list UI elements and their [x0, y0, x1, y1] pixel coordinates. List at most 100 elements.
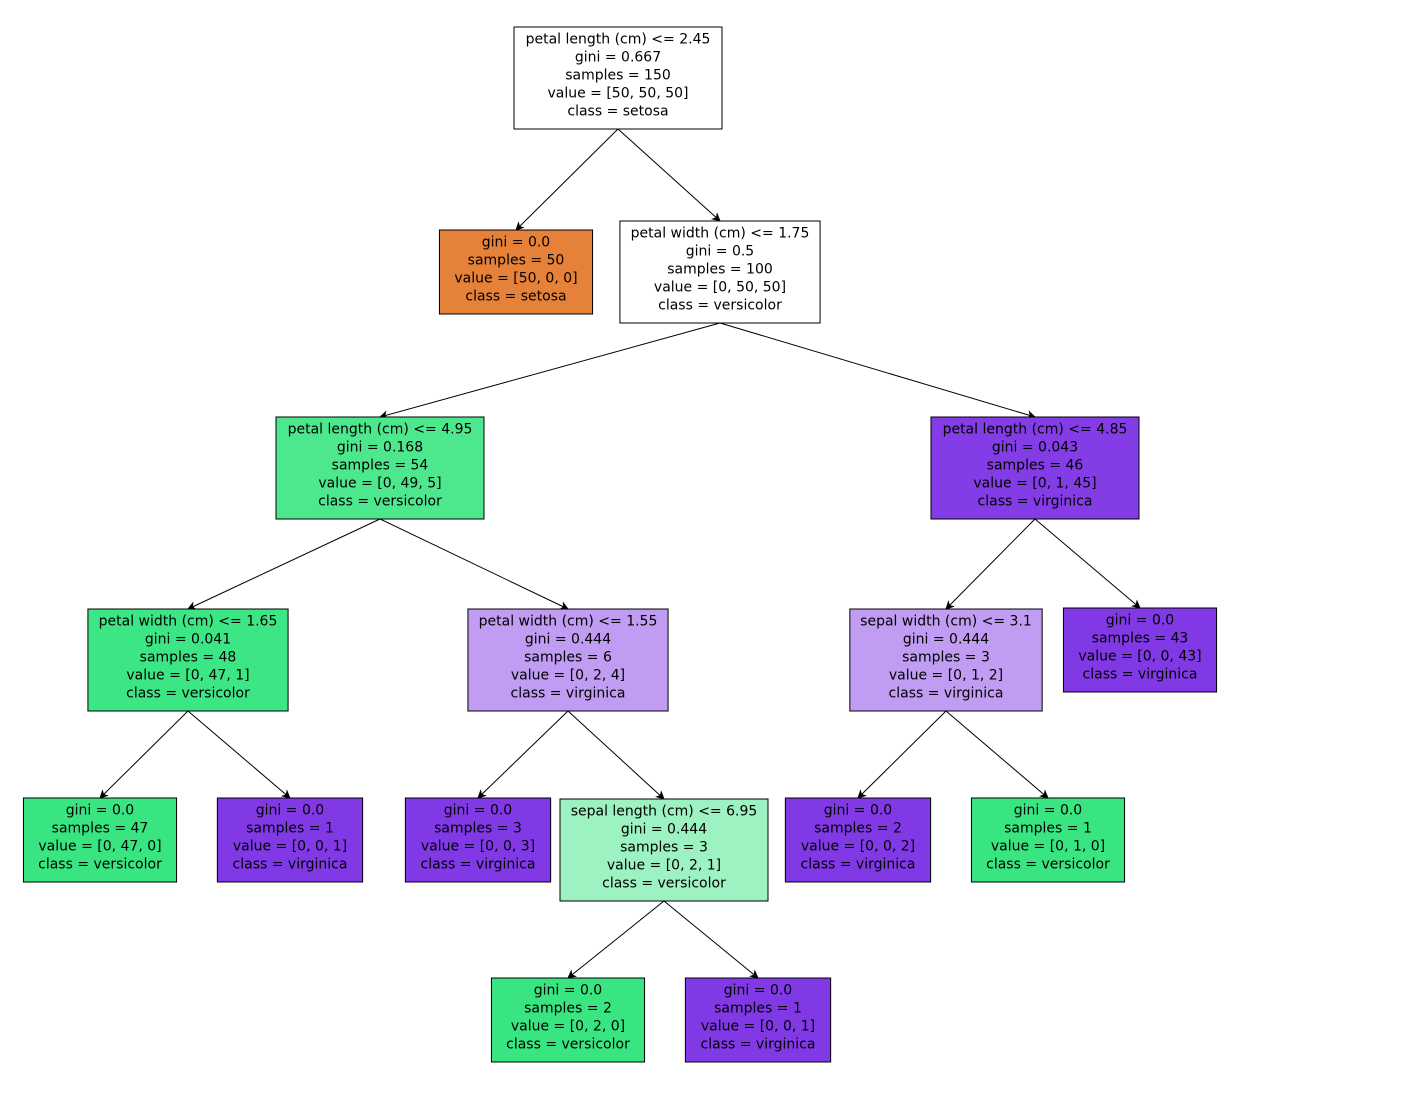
tree-node: gini = 0.0 samples = 50 value = [50, 0, 0]… — [439, 230, 592, 314]
tree-node-line: gini = 0.444 — [903, 632, 989, 648]
tree-node-line: class = versicolor — [506, 1037, 630, 1053]
tree-node-line: value = [0, 2, 0] — [511, 1019, 625, 1035]
tree-edge — [858, 711, 946, 798]
tree-node-line: gini = 0.0 — [824, 803, 892, 819]
tree-node-line: class = versicolor — [126, 686, 250, 702]
tree-node-line: gini = 0.0 — [444, 803, 512, 819]
tree-node-line: gini = 0.043 — [992, 440, 1078, 456]
tree-node-line: gini = 0.444 — [621, 822, 707, 838]
tree-node-line: class = virginica — [701, 1037, 816, 1053]
tree-node-line: class = virginica — [233, 857, 348, 873]
tree-edge — [720, 323, 1035, 417]
tree-node-line: samples = 1 — [714, 1001, 802, 1017]
tree-node-line: class = setosa — [465, 289, 566, 305]
tree-node-line: value = [50, 0, 0] — [454, 271, 577, 287]
tree-node: petal length (cm) <= 4.85 gini = 0.043 sam… — [931, 417, 1139, 519]
tree-edge — [568, 901, 664, 978]
tree-node-line: gini = 0.5 — [686, 244, 754, 260]
tree-node-line: samples = 54 — [332, 458, 429, 474]
tree-node-line: value = [0, 0, 1] — [701, 1019, 815, 1035]
tree-edge — [1035, 519, 1140, 608]
tree-node: gini = 0.0 samples = 1 value = [0, 1, 0] cl… — [971, 798, 1124, 882]
tree-node-line: samples = 2 — [814, 821, 902, 837]
tree-node-line: samples = 3 — [620, 840, 708, 856]
tree-node-line: samples = 47 — [52, 821, 149, 837]
tree-node: petal width (cm) <= 1.75 gini = 0.5 sample… — [620, 221, 820, 323]
tree-node: gini = 0.0 samples = 2 value = [0, 2, 0] cl… — [491, 978, 644, 1062]
tree-node-line: samples = 43 — [1092, 631, 1189, 647]
tree-node-line: class = versicolor — [318, 494, 442, 510]
tree-node-line: class = versicolor — [658, 298, 782, 314]
tree-node-line: petal length (cm) <= 4.85 — [943, 422, 1128, 438]
tree-node: petal width (cm) <= 1.65gini = 0.041samp… — [88, 609, 288, 711]
tree-node-line: class = virginica — [421, 857, 536, 873]
tree-node-line: petal length (cm) <= 2.45 — [526, 32, 711, 48]
nodes-layer: petal length (cm) <= 2.45 gini = 0.667 sam… — [23, 27, 1216, 1062]
tree-node-line: samples = 3 — [434, 821, 522, 837]
tree-node-line: value = [0, 0, 1] — [233, 839, 347, 855]
tree-node-line: value = [0, 1, 45] — [973, 476, 1096, 492]
tree-node-line: petal width (cm) <= 1.55 — [479, 614, 658, 630]
tree-node-line: samples = 3 — [902, 650, 990, 666]
tree-node: gini = 0.0samples = 43value = [0, 0, 43]… — [1063, 608, 1216, 692]
tree-edge — [946, 711, 1048, 798]
tree-node-line: samples = 100 — [667, 262, 773, 278]
tree-node-line: value = [0, 47, 0] — [38, 839, 161, 855]
tree-edge — [478, 711, 568, 798]
tree-node-line: class = virginica — [511, 686, 626, 702]
tree-node-line: sepal width (cm) <= 3.1 — [860, 614, 1032, 630]
tree-node-line: petal width (cm) <= 1.75 — [631, 226, 810, 242]
tree-node: gini = 0.0samples = 1value = [0, 0, 1]cl… — [685, 978, 830, 1062]
tree-node: sepal length (cm) <= 6.95 gini = 0.444 sam… — [560, 799, 768, 901]
tree-node-line: samples = 150 — [565, 68, 671, 84]
tree-node-line: value = [0, 0, 2] — [801, 839, 915, 855]
tree-node: petal width (cm) <= 1.55 gini = 0.444 samp… — [468, 609, 668, 711]
tree-node-line: gini = 0.0 — [1014, 803, 1082, 819]
tree-node-line: samples = 2 — [524, 1001, 612, 1017]
tree-node-line: samples = 1 — [246, 821, 334, 837]
tree-node-line: samples = 1 — [1004, 821, 1092, 837]
tree-node: gini = 0.0 samples = 2 value = [0, 0, 2] cl… — [785, 798, 930, 882]
tree-edge — [516, 129, 618, 230]
tree-edge — [664, 901, 758, 978]
tree-node: gini = 0.0samples = 3value = [0, 0, 3]cl… — [405, 798, 550, 882]
tree-node-line: gini = 0.0 — [482, 235, 550, 251]
tree-node-line: samples = 6 — [524, 650, 612, 666]
tree-node-line: value = [50, 50, 50] — [547, 86, 688, 102]
tree-node-line: gini = 0.0 — [1106, 613, 1174, 629]
tree-node-line: class = virginica — [889, 686, 1004, 702]
tree-node-line: class = versicolor — [602, 876, 726, 892]
tree-edge — [618, 129, 720, 221]
tree-node: petal length (cm) <= 2.45 gini = 0.667 sam… — [514, 27, 722, 129]
tree-node-line: petal width (cm) <= 1.65 — [99, 614, 278, 630]
tree-node-line: gini = 0.444 — [525, 632, 611, 648]
tree-edge — [100, 711, 188, 798]
tree-node-line: value = [0, 50, 50] — [654, 280, 786, 296]
tree-node-line: gini = 0.0 — [66, 803, 134, 819]
tree-node-line: value = [0, 1, 2] — [889, 668, 1003, 684]
tree-edge — [946, 519, 1035, 609]
tree-node: gini = 0.0 samples = 47 value = [0, 47, 0]… — [23, 798, 176, 882]
tree-node-line: samples = 50 — [468, 253, 565, 269]
tree-edge — [380, 323, 720, 417]
tree-node-line: class = virginica — [978, 494, 1093, 510]
tree-node-line: gini = 0.0 — [256, 803, 324, 819]
tree-node-line: class = setosa — [567, 104, 668, 120]
tree-node: sepal width (cm) <= 3.1 gini = 0.444 sampl… — [850, 609, 1042, 711]
tree-node-line: value = [0, 1, 0] — [991, 839, 1105, 855]
tree-node-line: sepal length (cm) <= 6.95 — [571, 804, 758, 820]
tree-node-line: petal length (cm) <= 4.95 — [288, 422, 473, 438]
tree-node-line: samples = 46 — [987, 458, 1084, 474]
tree-node-line: gini = 0.667 — [575, 50, 661, 66]
tree-node-line: class = virginica — [1083, 667, 1198, 683]
tree-node-line: value = [0, 2, 1] — [607, 858, 721, 874]
tree-node-line: class = versicolor — [986, 857, 1110, 873]
tree-node: gini = 0.0 samples = 1 value = [0, 0, 1] cl… — [217, 798, 362, 882]
tree-node-line: value = [0, 49, 5] — [318, 476, 441, 492]
tree-node: petal length (cm) <= 4.95 gini = 0.168 sam… — [276, 417, 484, 519]
tree-edge — [188, 711, 290, 798]
tree-node-line: class = virginica — [801, 857, 916, 873]
tree-node-line: gini = 0.168 — [337, 440, 423, 456]
tree-edge — [568, 711, 664, 799]
tree-node-line: gini = 0.0 — [534, 983, 602, 999]
